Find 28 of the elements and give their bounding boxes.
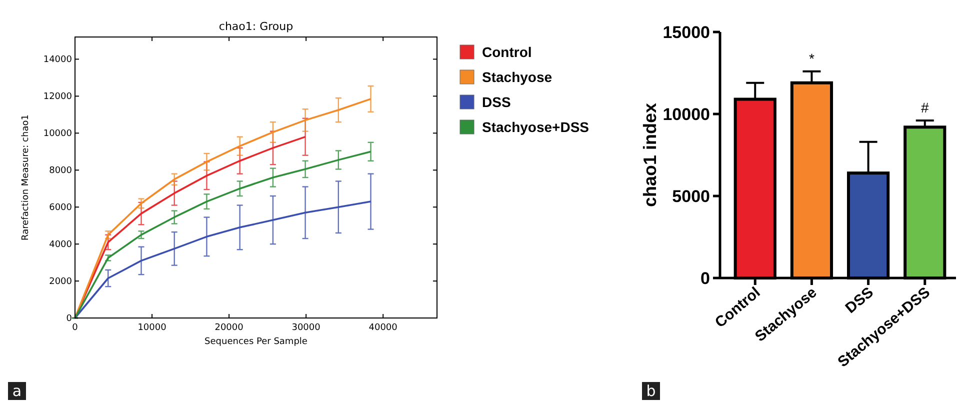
x-tick-label: 10000	[138, 323, 167, 333]
y-tick-label: 10000	[43, 129, 72, 140]
legend-label: Stachyose	[482, 69, 552, 85]
y-tick-label: 15000	[662, 23, 710, 42]
y-tick-label: 2000	[49, 277, 72, 288]
y-tick-label: 0	[66, 314, 72, 324]
y-tick-label: 12000	[43, 92, 72, 102]
x-axis-title: Sequences Per Sample	[204, 337, 308, 347]
annotation: *	[808, 50, 815, 66]
chart-title: chao1: Group	[218, 20, 294, 33]
y-tick-label: 4000	[49, 240, 72, 250]
legend-label: Stachyose+DSS	[482, 119, 589, 135]
y-tick-label: 5000	[672, 187, 710, 206]
legend-label: DSS	[482, 94, 511, 110]
annotation: #	[920, 100, 929, 116]
legend-label: Control	[482, 44, 532, 60]
x-tick-label: 30000	[292, 323, 321, 333]
y-tick-label: 6000	[49, 203, 72, 214]
x-tick-label: 40000	[368, 323, 398, 333]
x-tick-label: 20000	[214, 323, 244, 333]
y-tick-label: 10000	[662, 105, 710, 124]
y-tick-label: 0	[700, 269, 710, 288]
y-axis-title: chao1 index	[640, 102, 660, 208]
y-tick-label: 8000	[49, 166, 72, 176]
y-tick-label: 14000	[43, 55, 72, 66]
text: b	[646, 382, 656, 400]
text: a	[12, 382, 22, 400]
y-axis-title: Rarefaction Measure: chao1	[21, 114, 31, 240]
